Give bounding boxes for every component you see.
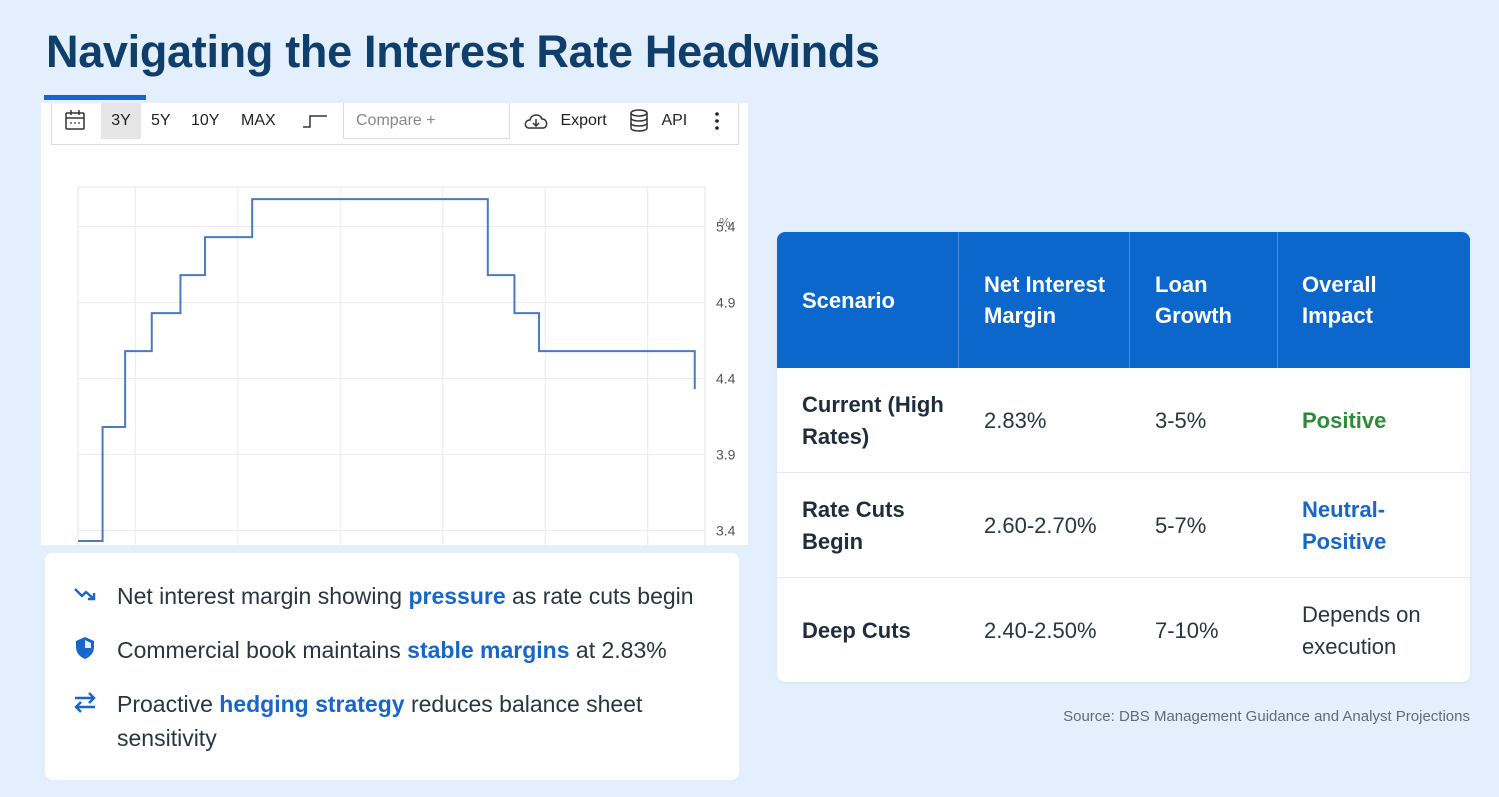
- insight-text: Net interest margin showing pressure as …: [117, 583, 694, 609]
- y-unit-label: %: [719, 215, 731, 230]
- range-max-button[interactable]: MAX: [241, 112, 276, 129]
- table-row: Current (High Rates) 2.83% 3-5% Positive: [777, 368, 1470, 473]
- insight-text: Proactive hedging strategy reduces balan…: [117, 691, 643, 751]
- y-tick-label: 4.4: [716, 370, 736, 386]
- y-tick-label: 4.9: [716, 294, 736, 310]
- cell-nim: 2.60-2.70%: [984, 512, 1097, 538]
- export-label: Export: [560, 112, 607, 129]
- insight-text: Commercial book maintains stable margins…: [117, 637, 667, 663]
- cell-loan-growth: 3-5%: [1155, 407, 1207, 433]
- cell-impact: Neutral-Positive: [1302, 496, 1387, 554]
- database-icon: [630, 109, 648, 132]
- header-net-interest-margin: Net Interest Margin: [984, 272, 1106, 328]
- series-line: [78, 198, 696, 543]
- range-5y-button[interactable]: 5Y: [151, 112, 171, 129]
- page-title: Navigating the Interest Rate Headwinds: [46, 26, 880, 77]
- column-divider: [958, 232, 959, 368]
- cell-scenario: Current (High Rates): [802, 391, 944, 449]
- header-scenario: Scenario: [802, 287, 895, 313]
- y-tick-label: 5.4: [716, 219, 736, 235]
- cloud-download-icon: [524, 114, 548, 129]
- chart-toolbar: 3Y 5Y 10Y MAX Compare + Export API: [51, 103, 739, 145]
- more-vertical-icon[interactable]: [712, 103, 722, 139]
- insight-row: Net interest margin showing pressure as …: [73, 579, 707, 613]
- column-divider: [1277, 232, 1278, 368]
- column-divider: [1129, 232, 1130, 368]
- y-tick-label: 3.9: [716, 446, 736, 462]
- cell-loan-growth: 7-10%: [1155, 617, 1219, 643]
- cell-impact: Depends on execution: [1302, 601, 1421, 659]
- compare-input[interactable]: Compare +: [343, 103, 510, 139]
- swap-arrows-icon: [74, 692, 96, 713]
- cell-nim: 2.83%: [984, 407, 1047, 433]
- insights-card: Net interest margin showing pressure as …: [45, 553, 739, 780]
- header-loan-growth: Loan Growth: [1155, 272, 1232, 328]
- api-button[interactable]: API: [629, 103, 687, 139]
- cell-scenario: Deep Cuts: [802, 617, 911, 643]
- header-overall-impact: Overall Impact: [1302, 272, 1377, 328]
- cell-impact: Positive: [1302, 407, 1387, 433]
- scenario-table: Scenario Net Interest Margin Loan Growth…: [777, 232, 1470, 682]
- export-button[interactable]: Export: [522, 103, 607, 139]
- table-row: Rate Cuts Begin 2.60-2.70% 5-7% Neutral-…: [777, 473, 1470, 578]
- plot-frame: [77, 186, 706, 545]
- range-3y-button[interactable]: 3Y: [101, 103, 141, 139]
- table-header: Scenario Net Interest Margin Loan Growth…: [777, 232, 1470, 368]
- cell-loan-growth: 5-7%: [1155, 512, 1207, 538]
- title-underline: [44, 95, 146, 100]
- table-row: Deep Cuts 2.40-2.50% 7-10% Depends on ex…: [777, 578, 1470, 682]
- source-note: Source: DBS Management Guidance and Anal…: [1063, 708, 1470, 725]
- rate-chart: 5.44.94.43.93.4%2023Jul2024Jul2025Jul: [77, 186, 736, 545]
- range-10y-button[interactable]: 10Y: [191, 112, 220, 129]
- cell-scenario: Rate Cuts Begin: [802, 496, 905, 554]
- y-tick-label: 3.4: [716, 522, 736, 538]
- trending-down-icon: [74, 588, 96, 601]
- insight-row: Proactive hedging strategy reduces balan…: [73, 687, 707, 755]
- insight-row: Commercial book maintains stable margins…: [73, 633, 707, 667]
- step-line-icon[interactable]: [302, 103, 328, 139]
- shield-icon: [76, 637, 94, 659]
- cell-nim: 2.40-2.50%: [984, 617, 1097, 643]
- calendar-icon[interactable]: [64, 103, 86, 139]
- api-label: API: [661, 112, 688, 129]
- chart-panel: 3Y 5Y 10Y MAX Compare + Export API 5.4 4.…: [41, 103, 748, 545]
